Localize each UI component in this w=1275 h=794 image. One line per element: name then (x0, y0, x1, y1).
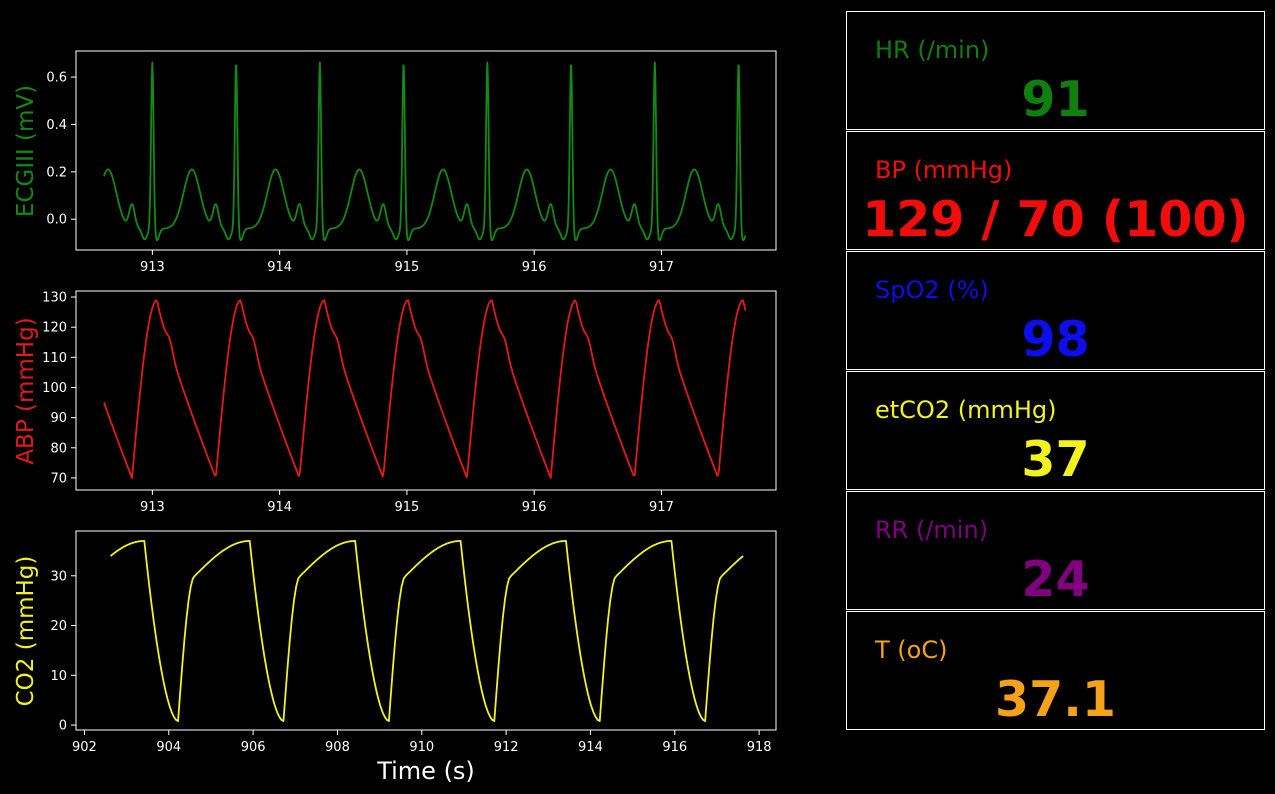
abp-ytick-label: 70 (50, 471, 67, 486)
co2-xtick-label: 910 (409, 740, 434, 755)
abp-ytick-label: 120 (42, 321, 67, 336)
co2-xtick-label: 908 (325, 740, 350, 755)
ecg-ytick-label: 0.2 (46, 165, 67, 180)
co2-xtick-label: 906 (241, 740, 266, 755)
co2-xtick-label: 904 (156, 740, 181, 755)
etco2-value: 37 (1021, 431, 1090, 488)
bp-value: 129 / 70 (100) (862, 191, 1249, 248)
ecg-xtick-label: 917 (649, 260, 674, 275)
abp-ytick-label: 80 (50, 441, 67, 456)
co2-xtick-label: 918 (747, 740, 772, 755)
ecg-ytick-label: 0.0 (46, 213, 67, 228)
x-axis-label: Time (s) (376, 757, 475, 785)
co2-xtick-label: 912 (494, 740, 519, 755)
abp-ytick-label: 130 (42, 291, 67, 306)
ecg-xtick-label: 916 (522, 260, 547, 275)
spo2-box: SpO2 (%) 98 (846, 251, 1265, 370)
co2-ytick-label: 30 (50, 569, 67, 584)
bp-label: BP (mmHg) (875, 156, 1013, 184)
abp-xtick-label: 916 (522, 500, 547, 515)
co2-waveform (110, 540, 744, 722)
rr-box: RR (/min) 24 (846, 491, 1265, 610)
co2-axes-frame (75, 530, 777, 731)
hr-value: 91 (1021, 71, 1090, 128)
co2-ytick-label: 10 (50, 669, 67, 684)
spo2-label: SpO2 (%) (875, 276, 989, 304)
ecg-ytick-label: 0.6 (46, 71, 67, 86)
abp-y-axis-label: ABP (mmHg) (13, 317, 39, 464)
co2-y-axis-label: CO2 (mmHg) (13, 556, 39, 707)
abp-ytick-label: 100 (42, 381, 67, 396)
abp-waveform (103, 299, 747, 479)
rr-label: RR (/min) (875, 516, 989, 544)
co2-ytick-label: 0 (59, 719, 67, 734)
ecg-axes-frame (75, 50, 777, 251)
co2-xtick-label: 902 (72, 740, 97, 755)
ecg-xtick-label: 913 (140, 260, 165, 275)
bp-box: BP (mmHg) 129 / 70 (100) (846, 131, 1265, 250)
ecg-panel: 913 914 915 916 917 0.0 0.2 0.4 0.6 ECGIII (mV) (13, 50, 777, 275)
hr-box: HR (/min) 91 (846, 11, 1265, 130)
abp-xtick-label: 917 (649, 500, 674, 515)
ecg-waveform (103, 61, 747, 242)
abp-xtick-label: 914 (267, 500, 292, 515)
co2-xtick-label: 916 (662, 740, 687, 755)
etco2-box: etCO2 (mmHg) 37 (846, 371, 1265, 490)
ecg-xtick-label: 914 (267, 260, 292, 275)
co2-ytick-label: 20 (50, 619, 67, 634)
rr-value: 24 (1021, 551, 1090, 608)
temp-box: T (oC) 37.1 (846, 611, 1265, 730)
ecg-y-axis-label: ECGIII (mV) (13, 85, 39, 217)
abp-xtick-label: 913 (140, 500, 165, 515)
etco2-label: etCO2 (mmHg) (875, 396, 1057, 424)
ecg-ytick-label: 0.4 (46, 118, 67, 133)
abp-xtick-label: 915 (394, 500, 419, 515)
spo2-value: 98 (1021, 311, 1090, 368)
abp-axes-frame (75, 290, 777, 491)
abp-ytick-label: 110 (42, 351, 67, 366)
waveform-charts: 913 914 915 916 917 0.0 0.2 0.4 0.6 ECGIII (mV) 9… (13, 50, 777, 785)
ecg-xtick-label: 915 (394, 260, 419, 275)
abp-ytick-label: 90 (50, 411, 67, 426)
hr-label: HR (/min) (875, 36, 990, 64)
co2-panel: 902 904 906 908 910 912 914 916 918 0 10 20 30 CO2 (m… (13, 530, 777, 755)
temp-label: T (oC) (875, 636, 948, 664)
temp-value: 37.1 (995, 671, 1116, 728)
co2-xtick-label: 914 (578, 740, 603, 755)
